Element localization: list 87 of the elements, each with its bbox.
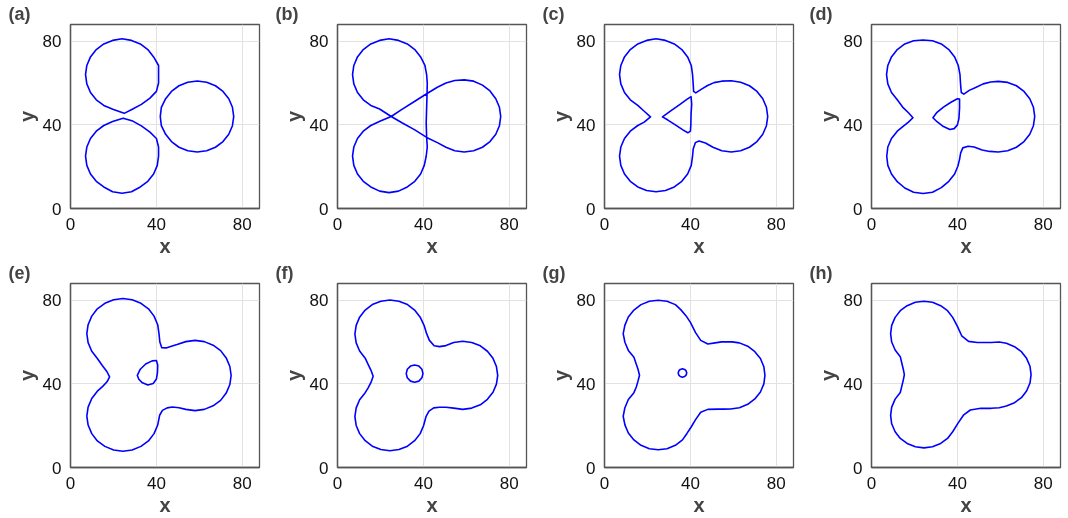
chart-title: (h) bbox=[809, 262, 833, 283]
y-tick-label: 40 bbox=[576, 115, 596, 135]
y-tick-label: 80 bbox=[309, 32, 329, 52]
line-series bbox=[351, 37, 502, 194]
x-axis-title: x bbox=[693, 234, 705, 257]
y-tick-label: 40 bbox=[42, 115, 62, 135]
x-tick-label: 80 bbox=[766, 214, 786, 234]
y-tick-label: 0 bbox=[52, 458, 62, 478]
y-tick-label: 80 bbox=[843, 291, 863, 311]
line-series bbox=[159, 80, 235, 153]
y-tick-label: 80 bbox=[42, 32, 62, 52]
y-tick-label: 40 bbox=[843, 374, 863, 394]
y-tick-label: 0 bbox=[52, 199, 62, 219]
line-series bbox=[885, 39, 1036, 195]
y-tick-label: 40 bbox=[42, 374, 62, 394]
x-tick-label: 80 bbox=[1033, 214, 1053, 234]
y-axis-title: y bbox=[549, 369, 572, 382]
x-tick-label: 80 bbox=[232, 473, 252, 493]
y-tick-label: 40 bbox=[576, 374, 596, 394]
x-tick-label: 0 bbox=[332, 473, 343, 493]
y-axis-title: y bbox=[15, 110, 38, 123]
x-tick-label: 40 bbox=[680, 473, 700, 493]
x-axis-title: x bbox=[960, 234, 972, 257]
y-tick-label: 80 bbox=[576, 291, 596, 311]
x-tick-label: 80 bbox=[499, 473, 519, 493]
x-tick-label: 0 bbox=[866, 214, 877, 234]
line-series bbox=[889, 300, 1032, 449]
y-axis-title: y bbox=[816, 110, 839, 123]
x-tick-label: 40 bbox=[947, 214, 967, 234]
x-axis-title: x bbox=[960, 493, 972, 516]
x-tick-label: 0 bbox=[866, 473, 877, 493]
x-tick-label: 0 bbox=[65, 214, 76, 234]
line-series bbox=[677, 368, 688, 378]
line-series bbox=[136, 359, 159, 386]
x-tick-label: 80 bbox=[232, 214, 252, 234]
chart-title: (c) bbox=[542, 3, 565, 24]
x-axis-title: x bbox=[159, 234, 171, 257]
y-tick-label: 40 bbox=[843, 115, 863, 135]
x-axis-title: x bbox=[426, 493, 438, 516]
line-series bbox=[84, 117, 160, 195]
y-tick-label: 0 bbox=[853, 458, 863, 478]
y-tick-label: 40 bbox=[309, 115, 329, 135]
y-tick-label: 80 bbox=[309, 291, 329, 311]
y-tick-label: 0 bbox=[319, 458, 329, 478]
line-series bbox=[354, 299, 499, 452]
y-tick-label: 80 bbox=[576, 32, 596, 52]
chart-title: (a) bbox=[8, 3, 31, 24]
y-tick-label: 80 bbox=[843, 32, 863, 52]
x-tick-label: 80 bbox=[499, 214, 519, 234]
y-tick-label: 40 bbox=[309, 374, 329, 394]
y-tick-label: 80 bbox=[42, 291, 62, 311]
x-tick-label: 40 bbox=[146, 214, 166, 234]
x-axis-title: x bbox=[159, 493, 171, 516]
chart-title: (e) bbox=[8, 262, 31, 283]
y-tick-label: 0 bbox=[586, 458, 596, 478]
x-tick-label: 40 bbox=[947, 473, 967, 493]
y-axis-title: y bbox=[15, 369, 38, 382]
x-tick-label: 40 bbox=[413, 473, 433, 493]
chart-title: (d) bbox=[809, 3, 833, 24]
x-tick-label: 0 bbox=[332, 214, 343, 234]
x-tick-label: 0 bbox=[599, 473, 610, 493]
chart-title: (f) bbox=[275, 262, 294, 283]
line-series bbox=[661, 95, 693, 134]
line-series bbox=[86, 297, 232, 452]
line-series bbox=[618, 37, 769, 193]
line-series bbox=[84, 37, 160, 115]
line-series bbox=[622, 299, 766, 451]
y-tick-label: 0 bbox=[586, 199, 596, 219]
line-series bbox=[932, 97, 961, 131]
x-tick-label: 0 bbox=[599, 214, 610, 234]
x-tick-label: 40 bbox=[146, 473, 166, 493]
chart-title: (b) bbox=[275, 3, 299, 24]
y-axis-title: y bbox=[282, 369, 305, 382]
y-axis-title: y bbox=[816, 369, 839, 382]
x-tick-label: 80 bbox=[766, 473, 786, 493]
chart-title: (g) bbox=[542, 262, 566, 283]
x-tick-label: 40 bbox=[413, 214, 433, 234]
y-axis-title: y bbox=[282, 110, 305, 123]
y-tick-label: 0 bbox=[853, 199, 863, 219]
y-tick-label: 0 bbox=[319, 199, 329, 219]
x-tick-label: 0 bbox=[65, 473, 76, 493]
x-axis-title: x bbox=[693, 493, 705, 516]
x-tick-label: 40 bbox=[680, 214, 700, 234]
x-axis-title: x bbox=[426, 234, 438, 257]
line-series bbox=[405, 364, 424, 383]
y-axis-title: y bbox=[549, 110, 572, 123]
x-tick-label: 80 bbox=[1033, 473, 1053, 493]
